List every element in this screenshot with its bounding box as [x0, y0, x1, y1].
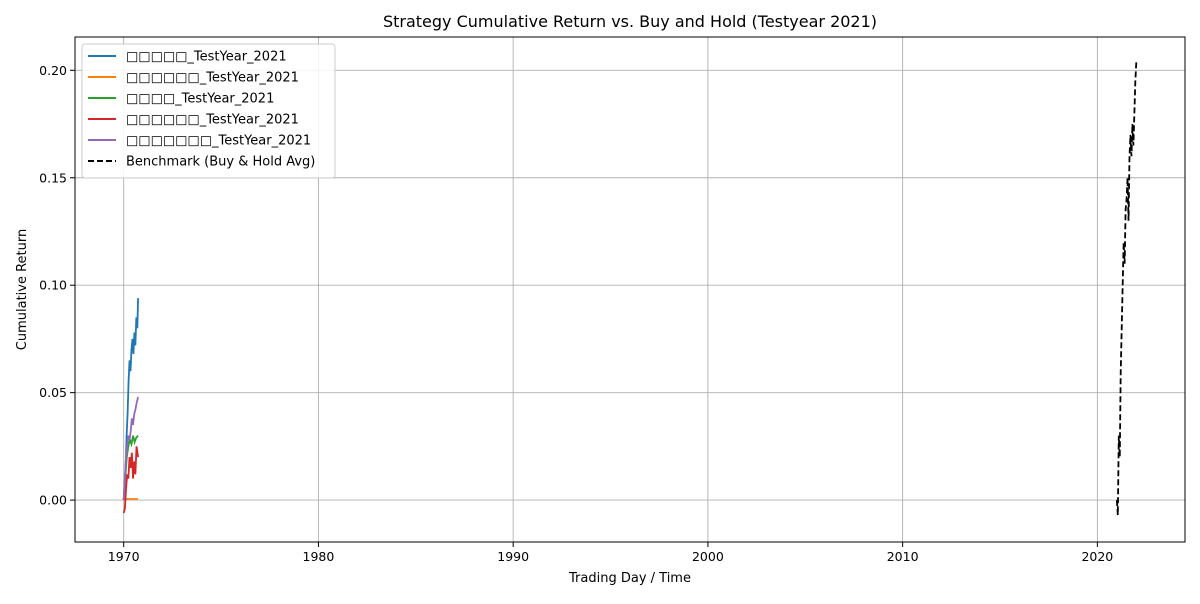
legend-label: Benchmark (Buy & Hold Avg) [126, 155, 315, 170]
x-tick-label: 2010 [887, 549, 919, 564]
legend-label: □□□□□□_TestYear_2021 [126, 113, 299, 128]
y-tick-label: 0.10 [39, 278, 67, 293]
y-tick-label: 0.00 [39, 493, 67, 508]
series-line-6 [1115, 61, 1138, 516]
series-layer [122, 61, 1138, 516]
series-line-4 [122, 446, 139, 514]
legend-label: □□□□□_TestYear_2021 [126, 50, 287, 65]
legend-label: □□□□□□□_TestYear_2021 [126, 134, 311, 149]
plot-frame [74, 36, 1186, 543]
x-tick-label: 1970 [108, 549, 140, 564]
x-axis-label: Trading Day / Time [568, 571, 691, 586]
chart-title: Strategy Cumulative Return vs. Buy and H… [383, 12, 877, 31]
x-tick-label: 2000 [692, 549, 724, 564]
y-tick-label: 0.15 [39, 170, 67, 185]
x-tick-label: 1980 [303, 549, 335, 564]
legend: □□□□□_TestYear_2021 □□□□□□_TestYear_2021 □… [81, 43, 336, 179]
y-tick-label: 0.20 [39, 63, 67, 78]
legend-label: □□□□□□_TestYear_2021 [126, 71, 299, 86]
y-axis-label: Cumulative Return [15, 229, 30, 350]
x-tick-label: 2020 [1081, 549, 1113, 564]
series-line-5 [122, 396, 139, 501]
ticks: 1970 1980 1990 2000 2010 2020 0.00 0.05 0.10 0.15… [39, 63, 1113, 564]
x-tick-label: 1990 [497, 549, 529, 564]
y-tick-label: 0.05 [39, 385, 67, 400]
legend-label: □□□□_TestYear_2021 [126, 92, 274, 107]
grid [75, 37, 1185, 542]
legend-frame [81, 43, 336, 179]
